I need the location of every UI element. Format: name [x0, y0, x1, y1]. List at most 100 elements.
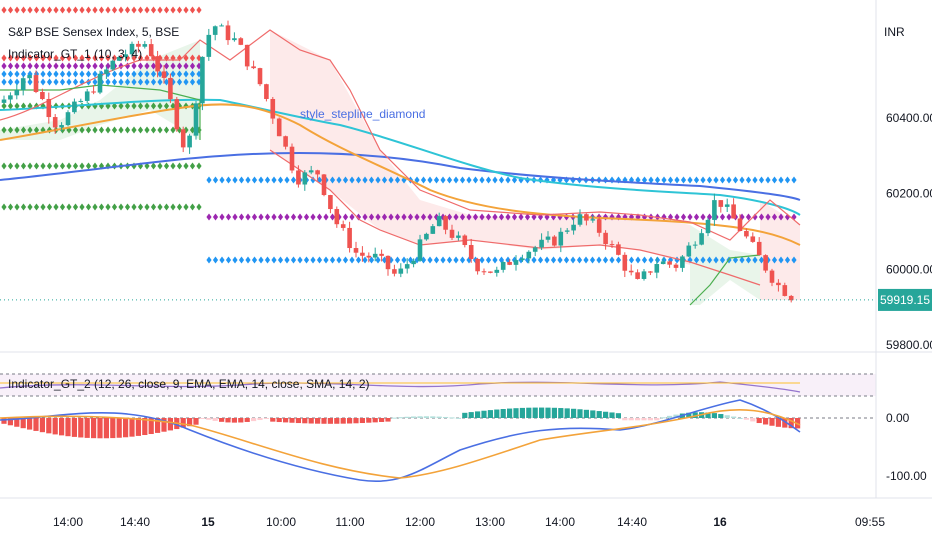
diamond-marker-green: [150, 203, 157, 211]
candle-body: [385, 255, 391, 270]
diamond-marker-purple: [303, 213, 310, 221]
diamond-marker-blue: [66, 78, 72, 86]
diamond-marker-purple: [453, 213, 459, 221]
time-tick-label: 14:40: [617, 515, 647, 529]
histogram-bar: [500, 409, 506, 418]
diamond-marker-red: [7, 6, 14, 14]
indicator-pane[interactable]: [0, 373, 876, 482]
price-pane[interactable]: [0, 6, 876, 306]
histogram-bar: [788, 418, 794, 429]
histogram-bar: [142, 418, 148, 436]
candle-body: [187, 135, 192, 148]
candle-body: [526, 251, 532, 259]
diamond-marker-blue: [745, 256, 752, 264]
diamond-marker-blue: [355, 176, 362, 184]
histogram-bar: [78, 418, 84, 438]
diamond-marker-purple: [105, 62, 111, 70]
histogram-bar: [283, 418, 289, 423]
diamond-marker-blue: [648, 176, 654, 184]
histogram-bar: [596, 411, 602, 418]
diamond-marker-blue: [189, 70, 196, 78]
candle-body: [603, 232, 608, 245]
candle-body: [206, 34, 212, 57]
diamond-marker-green: [27, 203, 33, 211]
diamond-marker-green: [40, 203, 46, 211]
histogram-bar: [750, 418, 756, 422]
histogram-bar: [609, 412, 615, 418]
diamond-marker-blue: [150, 70, 157, 78]
diamond-marker-blue: [206, 256, 212, 264]
diamond-marker-red: [144, 6, 150, 14]
diamond-marker-red: [27, 54, 33, 62]
diamond-marker-blue: [144, 78, 150, 86]
diamond-marker-blue: [118, 78, 124, 86]
diamond-marker-blue: [163, 78, 170, 86]
diamond-marker-blue: [118, 70, 124, 78]
candle-body: [609, 244, 615, 246]
histogram-bar: [39, 418, 45, 433]
histogram-bar: [782, 418, 788, 428]
histogram-bar: [71, 418, 77, 437]
diamond-marker-green: [189, 203, 196, 211]
diamond-marker-blue: [189, 78, 196, 86]
diamond-marker-red: [40, 6, 46, 14]
diamond-marker-purple: [381, 213, 388, 221]
diamond-marker-green: [92, 162, 98, 170]
diamond-marker-purple: [297, 213, 303, 221]
diamond-marker-red: [189, 6, 196, 14]
candle-body: [302, 172, 308, 185]
candle-body: [251, 66, 256, 69]
diamond-marker-purple: [498, 213, 505, 221]
candle-body: [404, 264, 410, 269]
diamond-marker-green: [33, 203, 40, 211]
diamond-marker-green: [92, 126, 98, 134]
diamond-marker-green: [196, 203, 202, 211]
histogram-bar: [238, 418, 244, 423]
candle-body: [590, 219, 596, 221]
diamond-marker-green: [66, 203, 72, 211]
diamond-marker-blue: [362, 176, 368, 184]
diamond-marker-blue: [157, 70, 163, 78]
histogram-bar: [551, 407, 557, 418]
diamond-marker-blue: [648, 256, 654, 264]
diamond-marker-green: [1, 203, 7, 211]
diamond-marker-blue: [752, 176, 758, 184]
histogram-bar: [167, 418, 173, 431]
histogram-bar: [583, 409, 589, 418]
diamond-marker-blue: [563, 256, 570, 264]
diamond-marker-blue: [40, 78, 46, 86]
histogram-bar: [225, 418, 231, 423]
diamond-marker-blue: [176, 70, 183, 78]
band-fill-green: [0, 40, 200, 140]
band-line-green: [0, 84, 201, 140]
diamond-marker-blue: [183, 78, 189, 86]
diamond-marker-green: [137, 126, 144, 134]
diamond-marker-blue: [394, 176, 401, 184]
histogram-bar: [385, 418, 391, 422]
candle-body: [596, 219, 602, 233]
histogram-bar: [391, 417, 397, 419]
histogram-bar: [615, 413, 621, 418]
diamond-marker-blue: [628, 256, 635, 264]
diamond-marker-blue: [557, 256, 563, 264]
diamond-marker-green: [144, 126, 150, 134]
diamond-marker-green: [118, 203, 124, 211]
diamond-marker-blue: [271, 256, 277, 264]
diamond-marker-red: [53, 54, 59, 62]
diamond-marker-green: [176, 203, 183, 211]
histogram-bar: [340, 418, 346, 424]
candle-body: [104, 69, 109, 74]
candle-body: [379, 253, 384, 256]
diamond-marker-red: [85, 6, 92, 14]
histogram-bar: [686, 412, 692, 418]
diamond-marker-purple: [27, 62, 33, 70]
histogram-bar: [443, 416, 449, 418]
diamond-marker-red: [176, 6, 183, 14]
diamond-marker-green: [157, 126, 163, 134]
last-price-text: 59919.15: [880, 293, 930, 307]
diamond-marker-green: [46, 203, 53, 211]
diamond-marker-red: [33, 6, 40, 14]
diamond-marker-blue: [459, 176, 466, 184]
diamond-marker-purple: [719, 213, 726, 221]
